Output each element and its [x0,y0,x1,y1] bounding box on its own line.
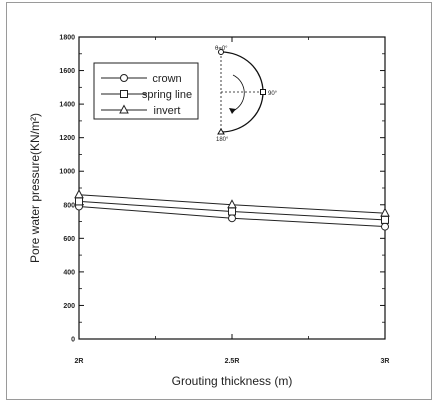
data-point-invert [74,189,84,199]
data-point-spring-line [228,207,236,216]
figure-frame: 0 200 400 600 800 1000 1200 1400 1600 1800 2R 2.5R… [6,2,432,400]
angle-arrow-head [229,108,236,114]
x-tick-label: 2.5R [225,358,240,365]
inset-label-top: θ=0° [215,46,228,52]
y-tick-label: 0 [71,337,75,344]
legend-marker [120,74,128,82]
y-axis-title: Pore water pressure(KN/m²) [28,113,42,263]
data-point-invert [227,199,237,209]
legend-marker [120,90,128,98]
y-tick-label: 1200 [59,135,75,142]
data-point-spring-line [381,215,389,224]
legend-marker [119,104,129,114]
series-group [74,189,390,231]
tunnel-inset-diagram: θ=0° 90° 180° [215,46,278,143]
inset-spring-marker [260,89,266,95]
y-axis: 0 200 400 600 800 1000 1200 1400 1600 1800 [59,35,385,344]
x-axis: 2R 2.5R 3R [75,37,390,365]
inset-label-right: 90° [268,91,278,97]
data-point-crown [228,214,236,223]
chart-svg: 0 200 400 600 800 1000 1200 1400 1600 1800 2R 2.5R… [28,35,390,388]
x-tick-label: 3R [381,358,390,365]
inset-crown-marker [218,49,224,55]
y-tick-label: 1400 [59,102,75,109]
x-axis-title: Grouting thickness (m) [172,374,293,388]
data-point-spring-line [75,197,83,206]
y-tick-label: 1600 [59,68,75,75]
data-point-invert [380,207,390,217]
inset-label-bottom: 180° [216,137,229,143]
legend: crown spring line invert [93,62,199,120]
y-tick-label: 1000 [59,169,75,176]
data-point-crown [381,222,389,231]
x-tick-label: 2R [75,358,84,365]
angle-arrow-arc [232,74,245,112]
inset-invert-marker [217,128,225,135]
y-tick-label: 1800 [59,35,75,42]
legend-label: spring line [142,89,192,101]
legend-label: crown [152,73,181,85]
y-tick-label: 800 [63,202,75,209]
y-tick-label: 200 [63,303,75,310]
y-tick-label: 600 [63,236,75,243]
y-tick-label: 400 [63,269,75,276]
legend-label: invert [154,105,181,117]
